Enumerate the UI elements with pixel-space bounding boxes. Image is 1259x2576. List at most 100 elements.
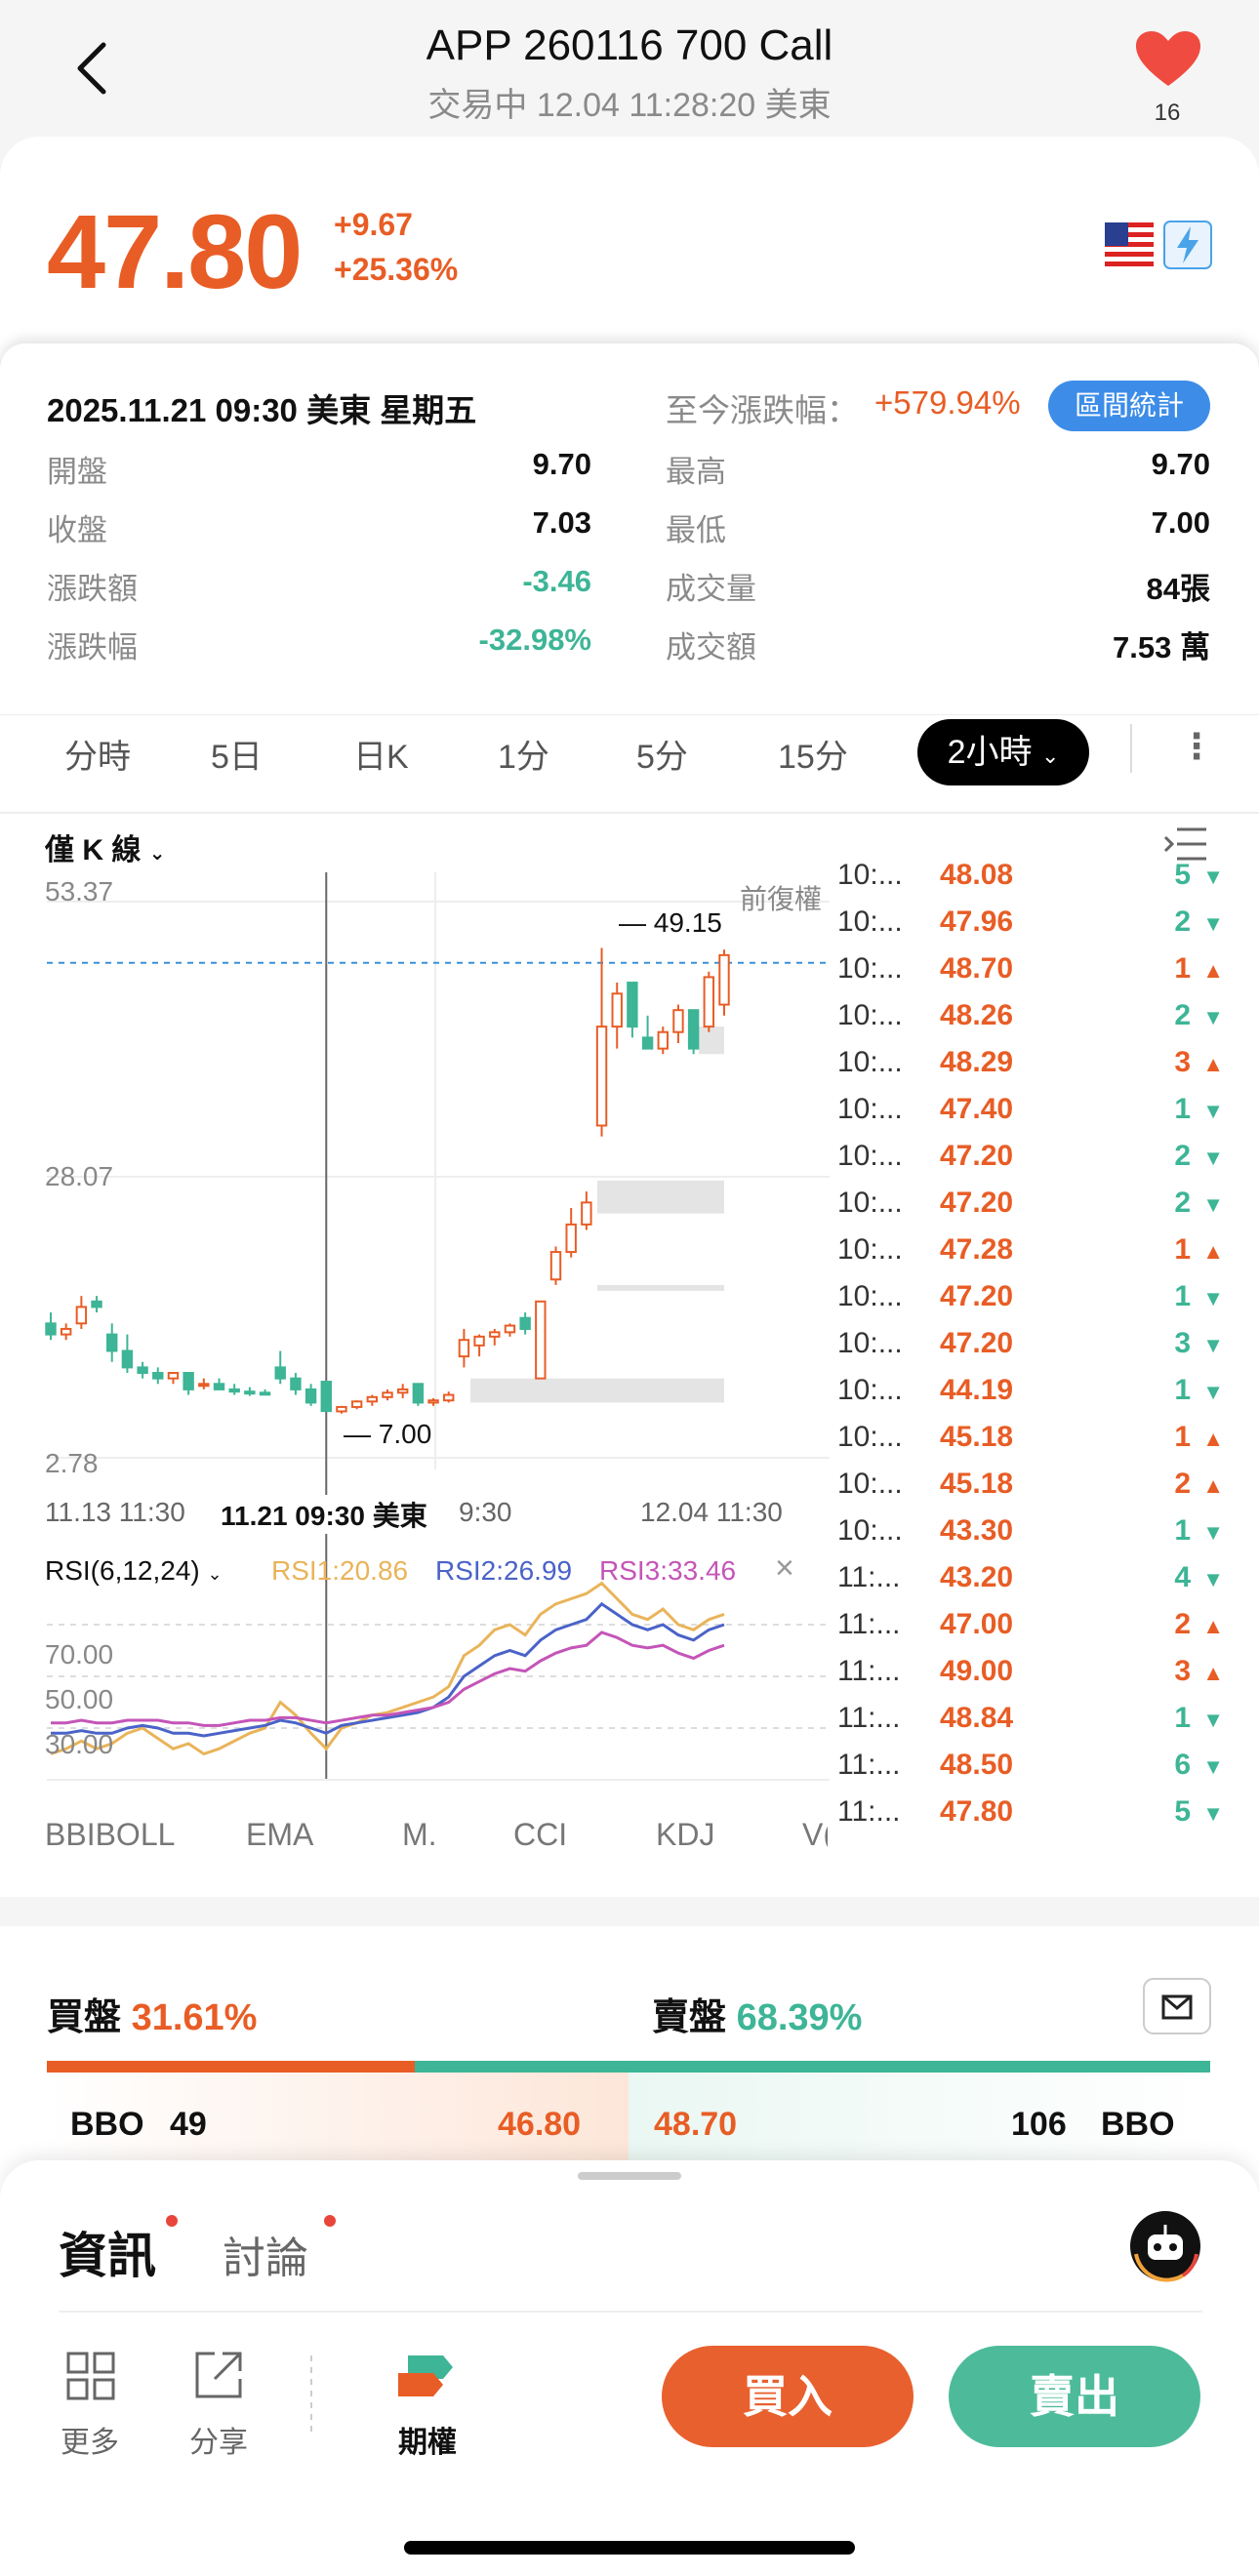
tab-info[interactable]: 資訊 — [59, 2229, 156, 2283]
candle-body — [259, 1391, 271, 1396]
action-divider — [310, 2355, 312, 2437]
candle-body — [473, 1335, 485, 1347]
options-label[interactable]: 期權 — [398, 2427, 457, 2459]
indicator-ema[interactable]: EMA — [246, 1817, 314, 1852]
tab-5day[interactable]: 5日 — [211, 739, 263, 776]
more-label[interactable]: 更多 — [61, 2427, 119, 2459]
tick-price: 49.00 — [940, 1655, 1014, 1687]
book-toggle-icon[interactable] — [1142, 1977, 1212, 2035]
tick-time: 10:... — [837, 1468, 903, 1500]
back-icon[interactable] — [68, 39, 117, 98]
chart-mode-dropdown[interactable]: 僅 K 線 ⌄ — [45, 825, 165, 868]
tick-price: 47.40 — [940, 1093, 1014, 1125]
tick-volume: 5 — [1174, 859, 1191, 891]
range-stats-button[interactable]: 區間統計 — [1048, 381, 1210, 431]
sheet-drag-handle[interactable] — [578, 2172, 681, 2180]
list-toggle-icon[interactable] — [1163, 825, 1208, 863]
ratio-bar-bid — [47, 2061, 415, 2073]
rsi-lines — [47, 1581, 830, 1781]
candle-body — [167, 1372, 180, 1380]
candle-body — [228, 1388, 240, 1393]
tick-time: 10:... — [837, 906, 903, 938]
candle-body — [611, 992, 623, 1028]
adjust-label: 前復權 — [740, 884, 823, 914]
triangle-down-icon: ▼ — [1202, 1754, 1224, 1779]
tick-price: 47.20 — [940, 1140, 1014, 1172]
candle-body — [305, 1388, 317, 1404]
tick-time: 11:... — [837, 1608, 901, 1640]
indicator-bbiboll[interactable]: BBIBOLL — [45, 1817, 176, 1852]
us-flag-icon — [1105, 222, 1154, 269]
price-card — [0, 137, 1259, 361]
x-right-label: 12.04 11:30 — [640, 1497, 783, 1527]
tab-15min[interactable]: 15分 — [778, 739, 848, 776]
tab-intraday[interactable]: 分時 — [64, 739, 131, 776]
indicator-cci[interactable]: CCI — [513, 1817, 568, 1852]
x-left-label: 11.13 11:30 — [45, 1497, 185, 1527]
candle-body — [106, 1333, 118, 1352]
tick-price: 48.08 — [940, 859, 1014, 891]
favorite-heart-icon[interactable] — [1134, 29, 1202, 88]
tick-volume: 4 — [1174, 1561, 1191, 1593]
tab-daily-k[interactable]: 日K — [353, 739, 409, 776]
rsi-line-rsi1 — [50, 1581, 725, 1756]
candle-body — [121, 1349, 134, 1369]
tick-volume: 1 — [1174, 1280, 1191, 1312]
tick-price: 48.70 — [940, 952, 1014, 985]
tab-discuss[interactable]: 討論 — [223, 2234, 308, 2282]
candle-body — [565, 1223, 577, 1254]
more-options-icon[interactable]: ⋮ — [1179, 726, 1214, 766]
indicator-kdj[interactable]: KDJ — [656, 1817, 715, 1852]
tab-5min[interactable]: 5分 — [636, 739, 688, 776]
detail-label: 漲跌額 — [47, 572, 138, 606]
sell-button[interactable]: 賣出 — [949, 2346, 1200, 2447]
share-label[interactable]: 分享 — [189, 2427, 248, 2459]
tick-volume: 1 — [1174, 1702, 1191, 1734]
candle-body — [75, 1306, 88, 1325]
tab-2hour[interactable]: 2小時 ⌄ — [917, 719, 1089, 785]
tick-volume: 1 — [1174, 1514, 1191, 1547]
close-icon[interactable]: × — [775, 1550, 794, 1587]
share-icon[interactable] — [193, 2350, 244, 2400]
tick-price: 45.18 — [940, 1468, 1014, 1500]
bbo-ask-row — [629, 2073, 1210, 2160]
info-badge-dot — [166, 2215, 178, 2227]
options-icon[interactable] — [394, 2352, 457, 2400]
rsi-dropdown[interactable]: RSI(6,12,24) ⌄ — [45, 1555, 223, 1587]
detail-label: 開盤 — [47, 455, 107, 489]
last-price: 47.80 — [47, 192, 303, 310]
indicator-vol[interactable]: V( — [802, 1817, 828, 1852]
favorite-count: 16 — [1154, 100, 1181, 126]
home-indicator — [404, 2541, 855, 2555]
robot-assistant-icon[interactable] — [1128, 2209, 1202, 2283]
lightning-icon[interactable] — [1163, 221, 1212, 269]
tick-price: 48.50 — [940, 1749, 1014, 1781]
tick-row: 11:... 49.00 3 ▲ — [837, 1655, 1224, 1702]
y-min-label: 2.78 — [45, 1448, 99, 1478]
tab-1min[interactable]: 1分 — [498, 739, 549, 776]
candlestick-chart[interactable] — [0, 812, 1259, 1897]
triangle-down-icon: ▼ — [1202, 865, 1224, 889]
candle-body — [213, 1383, 225, 1390]
candle-body — [595, 1026, 608, 1127]
indicator-ma[interactable]: M. — [402, 1817, 437, 1852]
tick-time: 10:... — [837, 1327, 903, 1359]
tick-price: 47.80 — [940, 1795, 1014, 1828]
candle-body — [489, 1331, 501, 1338]
price-zone — [597, 1284, 724, 1291]
tick-time: 11:... — [837, 1655, 901, 1687]
triangle-down-icon: ▼ — [1202, 1567, 1224, 1591]
price-zone — [470, 1378, 724, 1403]
tick-row: 10:... 47.20 2 ▼ — [837, 1140, 1224, 1187]
candle-body — [198, 1383, 210, 1388]
candle-body — [443, 1393, 455, 1402]
tab-2hour-label: 2小時 — [947, 734, 1033, 771]
tick-volume: 5 — [1174, 1795, 1191, 1828]
tick-price: 47.20 — [940, 1187, 1014, 1219]
grid-more-icon[interactable] — [66, 2352, 115, 2400]
buy-button[interactable]: 買入 — [662, 2346, 914, 2447]
tick-time: 10:... — [837, 859, 903, 891]
candle-body — [274, 1366, 286, 1380]
price-zone — [699, 1026, 724, 1055]
tick-row: 11:... 43.20 4 ▼ — [837, 1561, 1224, 1608]
